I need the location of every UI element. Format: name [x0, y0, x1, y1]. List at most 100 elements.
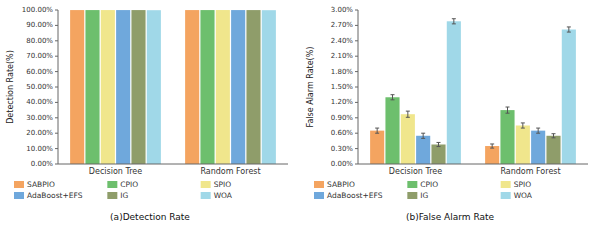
y-tick-label: 40.00% — [26, 98, 53, 106]
bar — [562, 30, 576, 164]
y-tick-label: 80.00% — [26, 37, 53, 45]
legend-label: SABPIO — [27, 180, 55, 189]
legend-label: IG — [120, 191, 128, 200]
y-tick-label: 100.00% — [22, 6, 53, 14]
error-bar — [536, 128, 540, 133]
y-tick-label: 20.00% — [26, 129, 53, 137]
error-bar-line — [453, 19, 454, 24]
error-bar-line — [492, 144, 493, 148]
y-tick-label: 0.60% — [331, 129, 354, 137]
x-tick-label: Random Forest — [200, 167, 260, 176]
error-bar — [406, 111, 410, 117]
error-bar-cap — [521, 122, 525, 123]
bar — [246, 10, 260, 164]
error-bar — [552, 134, 556, 138]
bar — [500, 110, 514, 164]
y-tick-label: 0.30% — [331, 145, 354, 153]
x-tick-label: Decision Tree — [389, 167, 442, 176]
error-bar-line — [438, 142, 439, 146]
legend-label: CPIO — [420, 180, 438, 189]
bar — [416, 136, 430, 164]
panel: 0.00%10.00%20.00%30.00%40.00%50.00%60.00… — [6, 6, 289, 222]
legend-swatch — [407, 181, 417, 188]
y-tick-label: 30.00% — [26, 114, 53, 122]
error-bar-line — [507, 107, 508, 113]
legend-label: WOA — [514, 191, 533, 200]
error-bar-cap — [567, 26, 571, 27]
error-bar-cap — [521, 128, 525, 129]
panel: 0.00%0.30%0.60%0.90%1.20%1.50%1.80%2.10%… — [306, 6, 589, 222]
error-bar-line — [522, 123, 523, 128]
error-bar-line — [392, 95, 393, 100]
y-tick-label: 0.00% — [31, 160, 54, 168]
error-bar — [567, 27, 571, 32]
bar — [231, 10, 245, 164]
error-bar-line — [423, 133, 424, 138]
bar — [431, 144, 445, 164]
bars — [70, 10, 276, 164]
bar — [85, 10, 99, 164]
legend-swatch — [14, 192, 24, 199]
legend-swatch — [201, 192, 211, 199]
legend-label: AdaBoost+EFS — [327, 191, 383, 200]
error-bar — [375, 128, 379, 133]
error-bar-cap — [490, 148, 494, 149]
error-bar-cap — [506, 107, 510, 108]
bar — [131, 10, 145, 164]
y-tick-label: 2.10% — [331, 52, 354, 60]
legend-label: SPIO — [214, 180, 231, 189]
error-bar — [521, 123, 525, 128]
y-tick-label: 2.70% — [331, 21, 354, 29]
bar — [101, 10, 115, 164]
y-axis-line — [358, 10, 359, 164]
error-bar — [506, 107, 510, 113]
bar — [185, 10, 199, 164]
legend-swatch — [407, 192, 417, 199]
bar — [447, 21, 461, 164]
legend-swatch — [314, 192, 324, 199]
y-axis-label: False Alarm Rate(%) — [306, 47, 315, 128]
error-bar-cap — [437, 142, 441, 143]
error-bar-cap — [437, 146, 441, 147]
bar — [546, 136, 560, 164]
y-axis: 0.00%10.00%20.00%30.00%40.00%50.00%60.00… — [22, 6, 58, 168]
y-tick-label: 90.00% — [26, 21, 53, 29]
error-bar-line — [538, 128, 539, 133]
error-bar-cap — [421, 133, 425, 134]
error-bar-cap — [536, 133, 540, 134]
error-bar-cap — [536, 128, 540, 129]
x-axis-line — [58, 164, 288, 165]
bar — [531, 131, 545, 164]
bar — [70, 10, 84, 164]
error-bar-cap — [421, 138, 425, 139]
y-tick-label: 60.00% — [26, 68, 53, 76]
error-bar-line — [407, 111, 408, 117]
y-tick-label: 70.00% — [26, 52, 53, 60]
error-bar-cap — [375, 133, 379, 134]
error-bar-cap — [391, 94, 395, 95]
legend-label: CPIO — [120, 180, 138, 189]
y-axis: 0.00%0.30%0.60%0.90%1.20%1.50%1.80%2.10%… — [331, 6, 358, 168]
error-bar — [452, 19, 456, 24]
bar — [485, 146, 499, 164]
bar — [200, 10, 214, 164]
legend-label: IG — [420, 191, 428, 200]
legend-swatch — [501, 192, 511, 199]
error-bar-cap — [375, 128, 379, 129]
legend-label: WOA — [214, 191, 233, 200]
legend-label: SPIO — [514, 180, 531, 189]
error-bar-cap — [506, 113, 510, 114]
y-tick-label: 1.20% — [331, 98, 354, 106]
bar — [516, 126, 530, 165]
error-bar — [391, 95, 395, 100]
legend: SABPIO CPIO SPIO AdaBoost+EFS IG WOA — [14, 180, 233, 200]
figure: 0.00%10.00%20.00%30.00%40.00%50.00%60.00… — [0, 0, 600, 225]
error-bar-cap — [567, 32, 571, 33]
y-tick-label: 10.00% — [26, 145, 53, 153]
bar — [147, 10, 161, 164]
legend-swatch — [107, 181, 117, 188]
legend-label: AdaBoost+EFS — [27, 191, 83, 200]
bar — [216, 10, 230, 164]
chart-title: (b)False Alarm Rate — [406, 212, 495, 222]
legend-swatch — [107, 192, 117, 199]
